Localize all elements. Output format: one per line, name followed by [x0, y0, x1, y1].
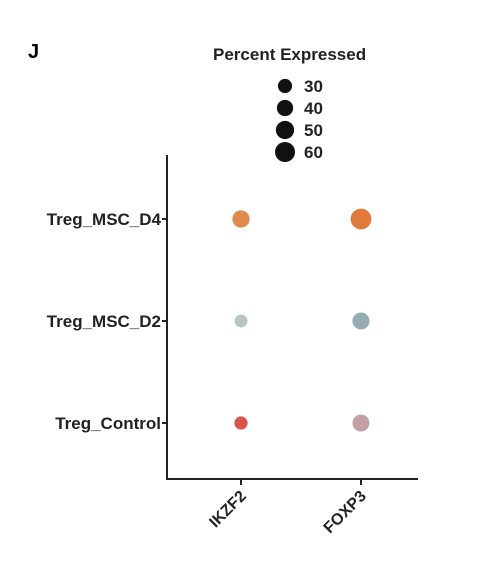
legend-size-label: 60 — [304, 143, 323, 162]
x-tick-label: FOXP3 — [321, 488, 370, 537]
data-dot — [352, 414, 370, 432]
x-tick-label: IKZF2 — [206, 488, 250, 532]
x-tick-labels: IKZF2 FOXP3 — [206, 479, 370, 537]
legend-size-dot — [275, 120, 295, 140]
data-dot — [234, 314, 248, 328]
plot-axes — [166, 155, 418, 480]
legend-size-label: 30 — [304, 77, 323, 96]
data-dot — [234, 416, 248, 430]
legend-size-label: 50 — [304, 121, 323, 140]
y-tick-labels: Treg_MSC_D4 Treg_MSC_D2 Treg_Control — [47, 210, 167, 433]
legend-size-label: 40 — [304, 99, 323, 118]
data-dot — [350, 208, 372, 230]
panel-label: J — [28, 41, 39, 63]
legend-title: Percent Expressed — [213, 45, 366, 64]
data-points — [232, 208, 372, 432]
legend-size-dot — [276, 99, 294, 117]
data-dot — [352, 312, 370, 330]
y-tick-label: Treg_MSC_D4 — [47, 210, 162, 229]
size-legend: Percent Expressed 30 40 50 60 — [213, 45, 366, 162]
legend-size-dot — [275, 142, 295, 162]
legend-size-dot — [277, 78, 293, 94]
data-dot — [232, 210, 250, 228]
y-tick-label: Treg_MSC_D2 — [47, 312, 161, 331]
y-tick-label: Treg_Control — [55, 414, 161, 433]
